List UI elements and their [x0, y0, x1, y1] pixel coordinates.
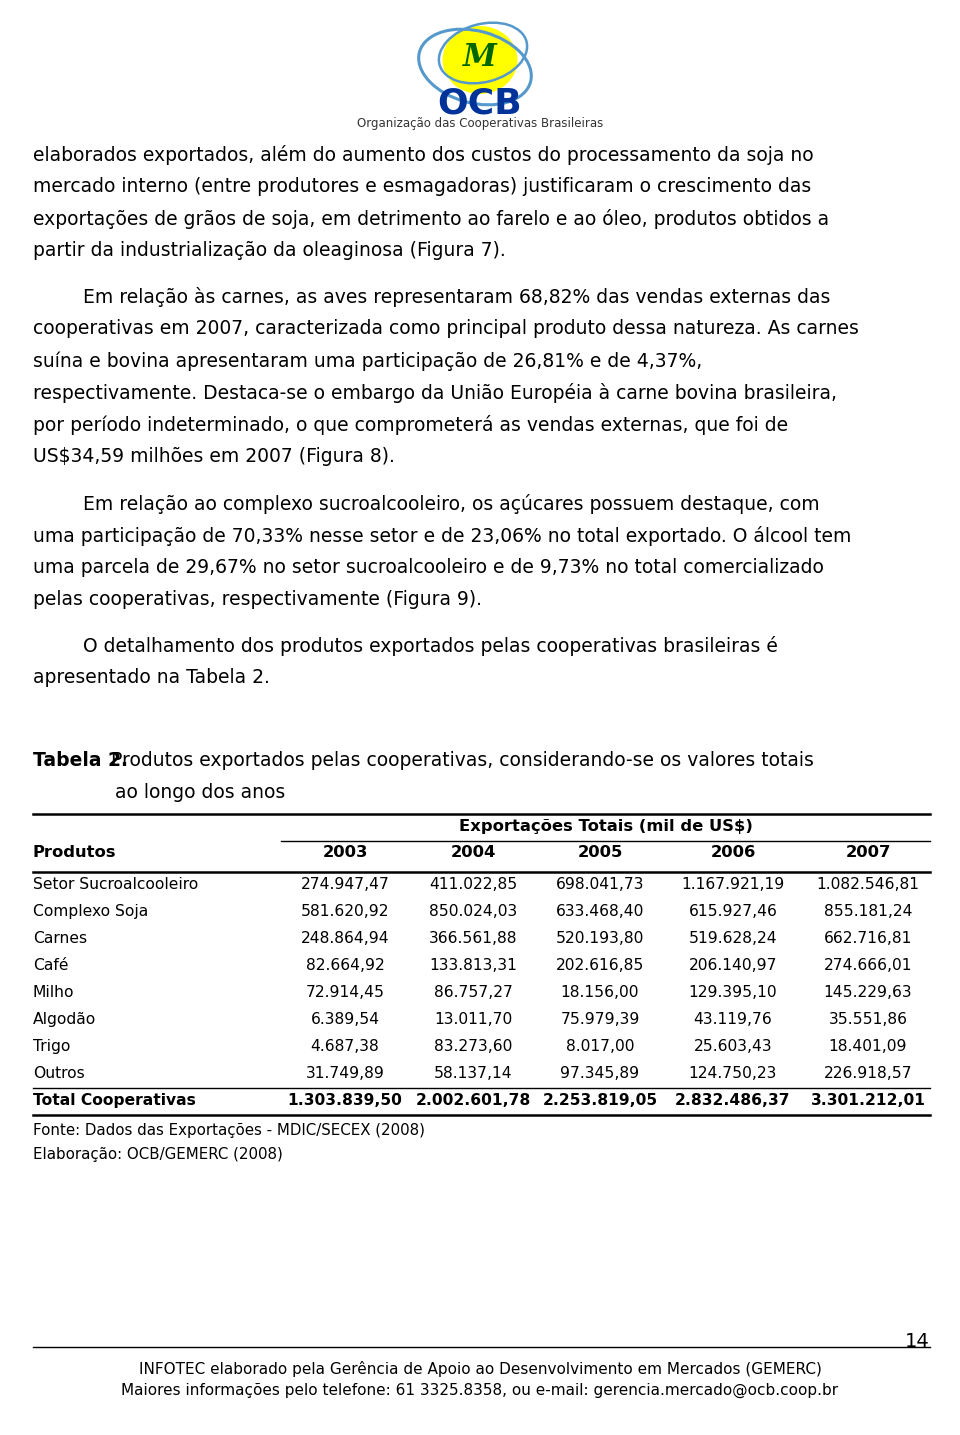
- Text: Maiores informações pelo telefone: 61 3325.8358, ou e-mail: gerencia.mercado@ocb: Maiores informações pelo telefone: 61 33…: [121, 1383, 839, 1398]
- Text: Exportações Totais (mil de US$): Exportações Totais (mil de US$): [459, 819, 753, 834]
- Text: pelas cooperativas, respectivamente (Figura 9).: pelas cooperativas, respectivamente (Fig…: [33, 590, 482, 608]
- Text: exportações de grãos de soja, em detrimento ao farelo e ao óleo, produtos obtido: exportações de grãos de soja, em detrime…: [33, 210, 829, 230]
- Text: 2003: 2003: [323, 845, 368, 860]
- Text: Em relação ao complexo sucroalcooleiro, os açúcares possuem destaque, com: Em relação ao complexo sucroalcooleiro, …: [83, 494, 820, 514]
- Text: 633.468,40: 633.468,40: [556, 904, 644, 918]
- Text: 226.918,57: 226.918,57: [824, 1066, 912, 1081]
- Text: 2007: 2007: [846, 845, 891, 860]
- Text: Organização das Cooperativas Brasileiras: Organização das Cooperativas Brasileiras: [357, 116, 603, 129]
- Text: 206.140,97: 206.140,97: [688, 957, 778, 973]
- Text: Algodão: Algodão: [33, 1012, 96, 1027]
- Text: 855.181,24: 855.181,24: [824, 904, 912, 918]
- Text: apresentado na Tabela 2.: apresentado na Tabela 2.: [33, 669, 270, 687]
- Text: cooperativas em 2007, caracterizada como principal produto dessa natureza. As ca: cooperativas em 2007, caracterizada como…: [33, 320, 859, 339]
- Text: 2.002.601,78: 2.002.601,78: [416, 1093, 531, 1108]
- Text: 31.749,89: 31.749,89: [305, 1066, 384, 1081]
- Text: 75.979,39: 75.979,39: [561, 1012, 639, 1027]
- Text: Em relação às carnes, as aves representaram 68,82% das vendas externas das: Em relação às carnes, as aves representa…: [83, 287, 830, 307]
- Text: Milho: Milho: [33, 984, 75, 1000]
- Text: INFOTEC elaborado pela Gerência de Apoio ao Desenvolvimento em Mercados (GEMERC): INFOTEC elaborado pela Gerência de Apoio…: [138, 1360, 822, 1378]
- Text: 97.345,89: 97.345,89: [561, 1066, 639, 1081]
- Text: O detalhamento dos produtos exportados pelas cooperativas brasileiras é: O detalhamento dos produtos exportados p…: [83, 636, 778, 656]
- Text: M: M: [463, 42, 497, 73]
- Text: elaborados exportados, além do aumento dos custos do processamento da soja no: elaborados exportados, além do aumento d…: [33, 145, 814, 165]
- Text: Carnes: Carnes: [33, 931, 87, 946]
- Text: 2004: 2004: [450, 845, 495, 860]
- Text: 124.750,23: 124.750,23: [689, 1066, 778, 1081]
- Text: 581.620,92: 581.620,92: [300, 904, 389, 918]
- Text: respectivamente. Destaca-se o embargo da União Européia à carne bovina brasileir: respectivamente. Destaca-se o embargo da…: [33, 383, 837, 403]
- Text: uma parcela de 29,67% no setor sucroalcooleiro e de 9,73% no total comercializad: uma parcela de 29,67% no setor sucroalco…: [33, 558, 824, 577]
- Text: Tabela 2.: Tabela 2.: [33, 752, 128, 771]
- Text: por período indeterminado, o que comprometerá as vendas externas, que foi de: por período indeterminado, o que comprom…: [33, 415, 788, 435]
- Text: 850.024,03: 850.024,03: [429, 904, 517, 918]
- Text: 615.927,46: 615.927,46: [688, 904, 778, 918]
- Text: 274.947,47: 274.947,47: [300, 877, 390, 891]
- Text: 3.301.212,01: 3.301.212,01: [810, 1093, 925, 1108]
- Text: 4.687,38: 4.687,38: [311, 1039, 379, 1053]
- Text: Café: Café: [33, 957, 68, 973]
- Ellipse shape: [443, 26, 517, 95]
- Text: 129.395,10: 129.395,10: [688, 984, 778, 1000]
- Text: ao longo dos anos: ao longo dos anos: [115, 784, 285, 802]
- Text: Elaboração: OCB/GEMERC (2008): Elaboração: OCB/GEMERC (2008): [33, 1147, 283, 1162]
- Text: Trigo: Trigo: [33, 1039, 70, 1053]
- Text: uma participação de 70,33% nesse setor e de 23,06% no total exportado. O álcool : uma participação de 70,33% nesse setor e…: [33, 525, 852, 545]
- Text: mercado interno (entre produtores e esmagadoras) justificaram o crescimento das: mercado interno (entre produtores e esma…: [33, 177, 811, 197]
- Text: 83.273,60: 83.273,60: [434, 1039, 513, 1053]
- Text: 1.082.546,81: 1.082.546,81: [817, 877, 920, 891]
- Text: 18.401,09: 18.401,09: [828, 1039, 907, 1053]
- Text: 662.716,81: 662.716,81: [824, 931, 912, 946]
- Text: Fonte: Dados das Exportações - MDIC/SECEX (2008): Fonte: Dados das Exportações - MDIC/SECE…: [33, 1122, 425, 1138]
- Text: 520.193,80: 520.193,80: [556, 931, 644, 946]
- Text: 411.022,85: 411.022,85: [429, 877, 517, 891]
- Text: 1.303.839,50: 1.303.839,50: [288, 1093, 402, 1108]
- Text: suína e bovina apresentaram uma participação de 26,81% e de 4,37%,: suína e bovina apresentaram uma particip…: [33, 352, 703, 370]
- Text: 2006: 2006: [710, 845, 756, 860]
- Text: 698.041,73: 698.041,73: [556, 877, 644, 891]
- Text: 8.017,00: 8.017,00: [565, 1039, 635, 1053]
- Text: 2005: 2005: [577, 845, 623, 860]
- Text: 145.229,63: 145.229,63: [824, 984, 912, 1000]
- Text: Produtos: Produtos: [33, 845, 116, 860]
- Text: Setor Sucroalcooleiro: Setor Sucroalcooleiro: [33, 877, 199, 891]
- Text: 82.664,92: 82.664,92: [305, 957, 384, 973]
- Text: 6.389,54: 6.389,54: [310, 1012, 379, 1027]
- Text: 13.011,70: 13.011,70: [434, 1012, 512, 1027]
- Text: 2.832.486,37: 2.832.486,37: [675, 1093, 791, 1108]
- Text: 72.914,45: 72.914,45: [305, 984, 385, 1000]
- Text: OCB: OCB: [438, 86, 522, 121]
- Text: Complexo Soja: Complexo Soja: [33, 904, 148, 918]
- Text: 248.864,94: 248.864,94: [300, 931, 390, 946]
- Text: 86.757,27: 86.757,27: [434, 984, 513, 1000]
- Text: 1.167.921,19: 1.167.921,19: [682, 877, 784, 891]
- Text: 25.603,43: 25.603,43: [694, 1039, 772, 1053]
- Text: 35.551,86: 35.551,86: [828, 1012, 907, 1027]
- Text: 366.561,88: 366.561,88: [429, 931, 517, 946]
- Text: 202.616,85: 202.616,85: [556, 957, 644, 973]
- Text: Outros: Outros: [33, 1066, 84, 1081]
- Text: 133.813,31: 133.813,31: [429, 957, 516, 973]
- Text: 18.156,00: 18.156,00: [561, 984, 639, 1000]
- Text: Total Cooperativas: Total Cooperativas: [33, 1093, 196, 1108]
- Text: 43.119,76: 43.119,76: [694, 1012, 773, 1027]
- Text: 274.666,01: 274.666,01: [824, 957, 912, 973]
- Text: 519.628,24: 519.628,24: [688, 931, 778, 946]
- Text: Produtos exportados pelas cooperativas, considerando-se os valores totais: Produtos exportados pelas cooperativas, …: [105, 752, 814, 771]
- Text: US$34,59 milhões em 2007 (Figura 8).: US$34,59 milhões em 2007 (Figura 8).: [33, 448, 395, 466]
- Text: 58.137,14: 58.137,14: [434, 1066, 513, 1081]
- Text: 2.253.819,05: 2.253.819,05: [542, 1093, 658, 1108]
- Text: partir da industrialização da oleaginosa (Figura 7).: partir da industrialização da oleaginosa…: [33, 241, 506, 260]
- Text: 14: 14: [905, 1332, 930, 1350]
